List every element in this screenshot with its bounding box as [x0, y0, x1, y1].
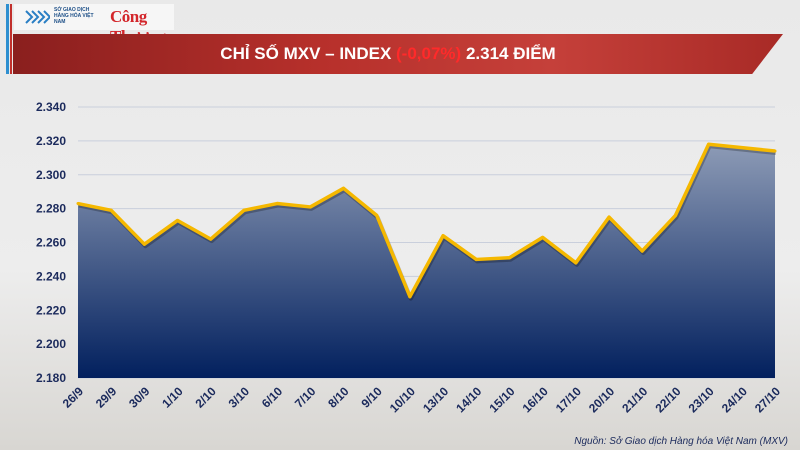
x-tick-label: 9/10 [358, 384, 385, 411]
data-point [275, 202, 279, 206]
y-tick-label: 2.320 [36, 134, 66, 148]
source-note: Nguồn: Sở Giao dịch Hàng hóa Việt Nam (M… [574, 436, 788, 447]
x-tick-label: 21/10 [619, 384, 650, 415]
y-tick-label: 2.200 [36, 337, 66, 351]
chart-title: CHỈ SỐ MXV – INDEX (-0,07%) 2.314 ĐIỂM [13, 34, 763, 74]
x-tick-label: 22/10 [652, 384, 683, 415]
data-point [209, 237, 213, 241]
x-tick-label: 6/10 [259, 384, 286, 411]
data-point [541, 235, 545, 239]
x-tick-label: 10/10 [387, 384, 418, 415]
x-tick-label: 16/10 [520, 384, 551, 415]
x-tick-label: 17/10 [553, 384, 584, 415]
data-point [640, 249, 644, 253]
x-tick-label: 1/10 [159, 384, 186, 411]
data-point [507, 256, 511, 260]
title-change: (-0,07%) [396, 44, 462, 63]
exchange-logo-icon [25, 10, 50, 24]
series-line [77, 142, 776, 299]
exchange-logo-text: SỞ GIAO DỊCH HÀNG HÓA VIỆT NAM [54, 7, 94, 25]
data-point [76, 202, 80, 206]
y-tick-label: 2.280 [36, 202, 66, 216]
x-tick-label: 29/9 [93, 384, 120, 411]
logo-area: SỞ GIAO DỊCH HÀNG HÓA VIỆT NAM Công Thươ… [14, 4, 174, 46]
data-point [109, 208, 113, 212]
x-tick-label: 24/10 [719, 384, 750, 415]
data-point [308, 205, 312, 209]
data-point [375, 213, 379, 217]
x-tick-label: 14/10 [453, 384, 484, 415]
title-value: 2.314 ĐIỂM [465, 44, 556, 63]
data-point [773, 149, 777, 153]
data-point [740, 146, 744, 150]
x-tick-label: 15/10 [486, 384, 517, 415]
y-tick-label: 2.260 [36, 236, 66, 250]
area-fill [78, 144, 775, 378]
x-tick-label: 27/10 [752, 384, 783, 415]
y-tick-label: 2.180 [36, 371, 66, 385]
y-tick-label: 2.240 [36, 269, 66, 283]
y-tick-label: 2.340 [36, 100, 66, 114]
accent-bar [6, 4, 9, 74]
title-prefix: CHỈ SỐ MXV – INDEX [220, 44, 392, 63]
y-tick-label: 2.220 [36, 303, 66, 317]
title-banner [13, 34, 783, 74]
data-point [342, 186, 346, 190]
x-tick-label: 30/9 [126, 384, 153, 411]
data-point [176, 218, 180, 222]
data-point [574, 261, 578, 265]
data-point [408, 295, 412, 299]
x-tick-label: 13/10 [420, 384, 451, 415]
x-tick-label: 20/10 [586, 384, 617, 415]
data-point [607, 215, 611, 219]
data-point [441, 234, 445, 238]
x-tick-label: 23/10 [686, 384, 717, 415]
x-tick-label: 8/10 [325, 384, 352, 411]
data-point [142, 242, 146, 246]
data-point [474, 257, 478, 261]
x-tick-label: 7/10 [292, 384, 319, 411]
data-point [673, 213, 677, 217]
x-tick-label: 3/10 [226, 384, 253, 411]
y-tick-label: 2.300 [36, 168, 66, 182]
accent-bar [10, 4, 12, 74]
data-point [707, 142, 711, 146]
data-point [242, 208, 246, 212]
x-tick-label: 26/9 [60, 384, 87, 411]
x-tick-label: 2/10 [192, 384, 219, 411]
